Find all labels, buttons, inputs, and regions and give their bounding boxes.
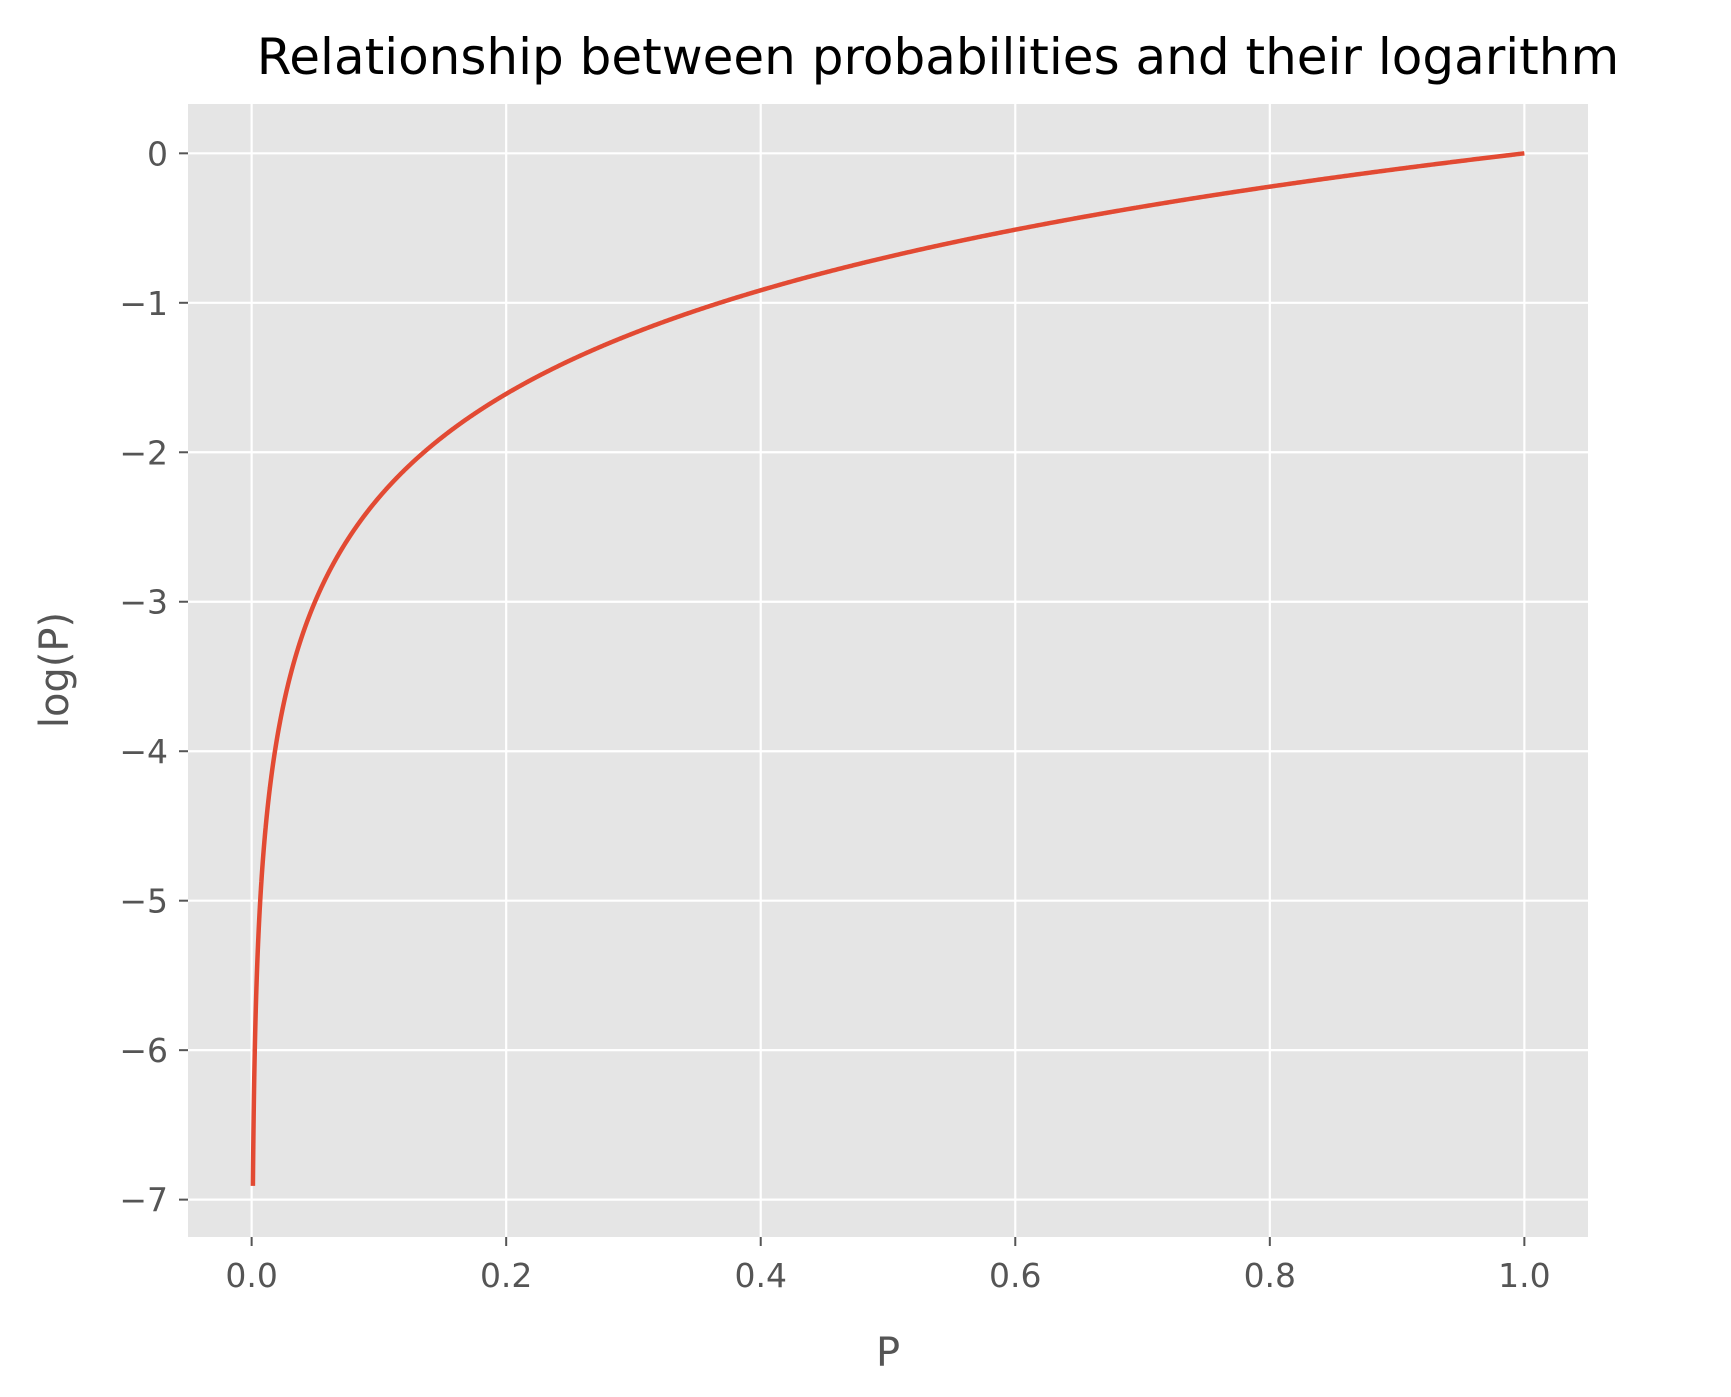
plot-area (188, 104, 1588, 1237)
chart-title: Relationship between probabilities and t… (257, 28, 1619, 86)
y-tick-label: 0 (147, 134, 168, 173)
y-tick-label: −4 (119, 732, 168, 771)
x-tick-label: 0.0 (225, 1256, 277, 1295)
x-gridlines (250, 104, 1526, 1237)
x-tick-label: 0.8 (1244, 1256, 1296, 1295)
x-axis-label: P (876, 1330, 900, 1376)
x-tick-label: 1.0 (1498, 1256, 1550, 1295)
x-tick-label: 0.4 (734, 1256, 786, 1295)
series-line (250, 151, 1525, 1188)
x-axis-ticks: 0.0 0.2 0.4 0.6 0.8 1.0 (225, 1237, 1551, 1295)
y-tick-label: −2 (119, 433, 168, 472)
x-tick-label: 0.6 (989, 1256, 1041, 1295)
y-tick-label: −1 (119, 284, 168, 323)
y-gridlines (188, 152, 1588, 1201)
x-tick-label: 0.2 (480, 1256, 532, 1295)
y-tick-label: −7 (119, 1181, 168, 1220)
series-layer (250, 151, 1525, 1188)
y-tick-label: −5 (119, 882, 168, 921)
y-axis-ticks: 0 −1 −2 −3 −4 −5 −6 −7 (119, 134, 188, 1220)
y-tick-label: −3 (119, 583, 168, 622)
y-axis-label: log(P) (32, 612, 78, 728)
y-tick-label: −6 (119, 1031, 168, 1070)
